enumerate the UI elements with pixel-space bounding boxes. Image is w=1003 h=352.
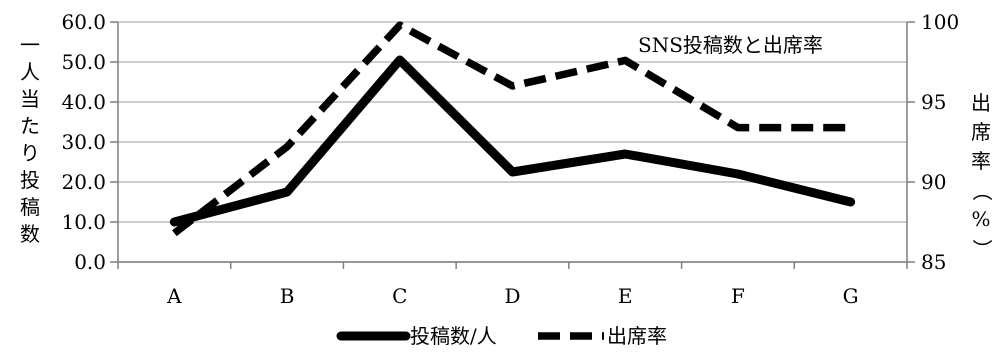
legend-attendance-rate-label: 出席率 — [607, 324, 667, 348]
grid-layer — [118, 21, 907, 263]
right-axis-tick-label: 85 — [921, 250, 946, 274]
left-axis-label-char: 稿 — [20, 195, 40, 219]
x-axis-category-label: E — [618, 284, 633, 308]
chart-annotation: SNS投稿数と出席率 — [638, 33, 823, 57]
right-axis-label-char: 出 — [971, 91, 991, 115]
x-axis-category-label: A — [166, 284, 182, 308]
left-axis-tick-label: 0.0 — [74, 250, 106, 274]
legend-posts-per-person-label: 投稿数/人 — [410, 324, 497, 348]
legend-layer: 投稿数/人 出席率 — [336, 324, 667, 348]
x-axis-category-label: C — [392, 284, 407, 308]
left-axis-label-char: 投 — [20, 168, 40, 192]
right-axis-tick-label: 95 — [921, 90, 946, 114]
right-axis-tick-label: 100 — [921, 10, 959, 34]
left-axis-tick-label: 20.0 — [61, 170, 106, 194]
attendance-rate-line — [172, 21, 851, 237]
right-axis-label-char: 席 — [971, 120, 991, 144]
x-axis-category-label: F — [731, 284, 745, 308]
right-axis-label-char: 率 — [971, 149, 991, 173]
right-axis-label-char: % — [971, 207, 990, 231]
left-axis-label-char: 人 — [20, 60, 40, 84]
left-axis-label-char: た — [20, 114, 40, 138]
left-axis-label-char: 数 — [20, 222, 40, 246]
left-axis-label-char: 一 — [20, 33, 40, 57]
right-axis-label-char: ） — [970, 239, 994, 259]
left-axis-tick-label: 60.0 — [61, 10, 106, 34]
series-layer — [169, 21, 856, 237]
x-axis-category-label: B — [280, 284, 295, 308]
left-axis-label-char: り — [20, 141, 40, 165]
left-axis-tick-label: 50.0 — [61, 50, 106, 74]
x-axis-category-label: D — [504, 284, 520, 308]
left-axis-tick-label: 10.0 — [61, 210, 106, 234]
right-axis-tick-label: 90 — [921, 170, 946, 194]
axes-layer — [110, 21, 915, 269]
x-axis-category-label: G — [843, 284, 859, 308]
labels-layer: 0.0 10.0 20.0 30.0 40.0 50.0 60.0 85 90 95 100 A B C D… — [20, 10, 994, 308]
posts-per-person-line — [169, 55, 856, 227]
left-axis-tick-label: 30.0 — [61, 130, 106, 154]
left-axis-label-char: 当 — [20, 87, 40, 111]
right-axis-label-char: （ — [970, 181, 994, 201]
left-axis-tick-label: 40.0 — [61, 90, 106, 114]
